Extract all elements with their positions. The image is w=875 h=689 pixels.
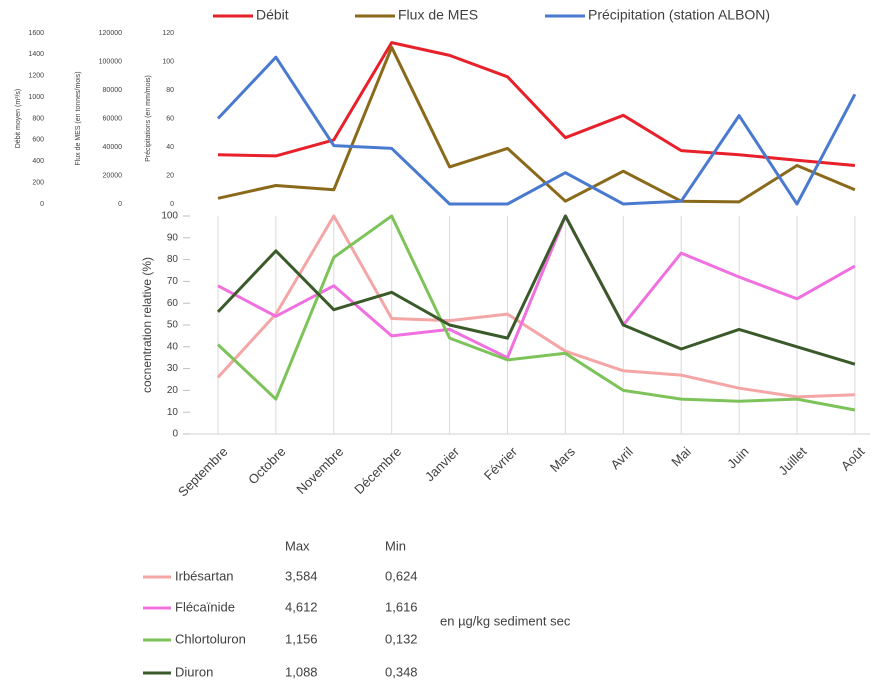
y-tick-label: 1000: [28, 94, 44, 101]
table-header: Min: [385, 538, 406, 553]
x-tick-label: Mars: [547, 444, 578, 475]
legend-label: Chlortoluron: [175, 631, 246, 646]
legend-label: Débit: [256, 7, 289, 23]
y-tick-label: 0: [118, 201, 122, 208]
x-tick-label: Janvier: [422, 443, 463, 484]
series-line: [216, 214, 856, 412]
axis-title: Précipitations (en mm/mois): [145, 75, 152, 162]
y-tick-label: 200: [32, 179, 44, 186]
table-cell: 1,088: [285, 664, 318, 679]
unit-note: en µg/kg sediment sec: [440, 613, 571, 628]
axis-title: Débit moyen (m³/s): [15, 89, 22, 149]
y-tick-label: 60: [167, 298, 179, 309]
series-line: [216, 55, 857, 206]
y-tick-label: 10: [167, 407, 179, 418]
table-cell: 1,616: [385, 599, 418, 614]
y-tick-label: 30: [167, 363, 179, 374]
y-tick-label: 40: [167, 341, 179, 352]
x-tick-label: Décembre: [351, 444, 404, 497]
y-tick-label: 70: [167, 276, 179, 287]
x-tick-label: Août: [838, 444, 868, 474]
y-tick-label: 80: [167, 254, 179, 265]
series-line: [217, 41, 856, 167]
y-tick-label: 100: [161, 211, 178, 222]
series-line: [217, 45, 856, 204]
y-tick-label: 1200: [28, 73, 44, 80]
series-line: [217, 214, 856, 360]
legend-label: Irbésartan: [175, 568, 234, 583]
x-tick-label: Novembre: [293, 444, 346, 497]
axis-title: Flux de MES (en tonnes/mois): [75, 71, 82, 165]
y-tick-label: 40: [166, 144, 174, 151]
x-tick-label: Avril: [608, 444, 636, 472]
y-tick-label: 120: [162, 30, 174, 37]
y-tick-label: 1600: [28, 30, 44, 37]
table-cell: 3,584: [285, 568, 318, 583]
table-cell: 1,156: [285, 631, 318, 646]
y-tick-label: 600: [32, 137, 44, 144]
x-tick-label: Février: [481, 443, 521, 483]
y-tick-label: 0: [40, 201, 44, 208]
y-tick-label: 1400: [28, 51, 44, 58]
legend-label: Flux de MES: [398, 7, 478, 23]
legend-label: Flécaïnide: [175, 599, 235, 614]
y-tick-label: 40000: [103, 144, 123, 151]
y-tick-label: 20: [166, 172, 174, 179]
y-tick-label: 0: [170, 201, 174, 208]
table-cell: 0,624: [385, 568, 418, 583]
table-cell: 4,612: [285, 599, 318, 614]
table-cell: 0,132: [385, 631, 418, 646]
y-tick-label: 800: [32, 115, 44, 122]
y-tick-label: 100: [162, 58, 174, 65]
y-tick-label: 80: [166, 87, 174, 94]
legend-label: Diuron: [175, 664, 213, 679]
table-header: Max: [285, 538, 310, 553]
y-tick-label: 400: [32, 158, 44, 165]
series-line: [216, 214, 856, 366]
y-tick-label: 0: [172, 429, 178, 440]
y-tick-label: 120000: [99, 30, 122, 37]
y-tick-label: 20000: [103, 172, 123, 179]
x-tick-label: Mai: [668, 444, 693, 469]
y-tick-label: 60000: [103, 115, 123, 122]
axis-title: cocnentration relative (%): [140, 257, 154, 393]
x-tick-label: Septembre: [175, 444, 231, 500]
x-tick-label: Octobre: [245, 444, 288, 487]
table-cell: 0,348: [385, 664, 418, 679]
y-tick-label: 90: [167, 232, 179, 243]
legend-label: Précipitation (station ALBON): [588, 7, 770, 23]
y-tick-label: 50: [167, 320, 179, 331]
y-tick-label: 80000: [103, 87, 123, 94]
y-tick-label: 20: [167, 385, 179, 396]
x-tick-label: Juin: [724, 444, 751, 471]
x-tick-label: Juillet: [775, 444, 809, 478]
y-tick-label: 60: [166, 115, 174, 122]
series-line: [216, 214, 855, 399]
y-tick-label: 100000: [99, 58, 122, 65]
